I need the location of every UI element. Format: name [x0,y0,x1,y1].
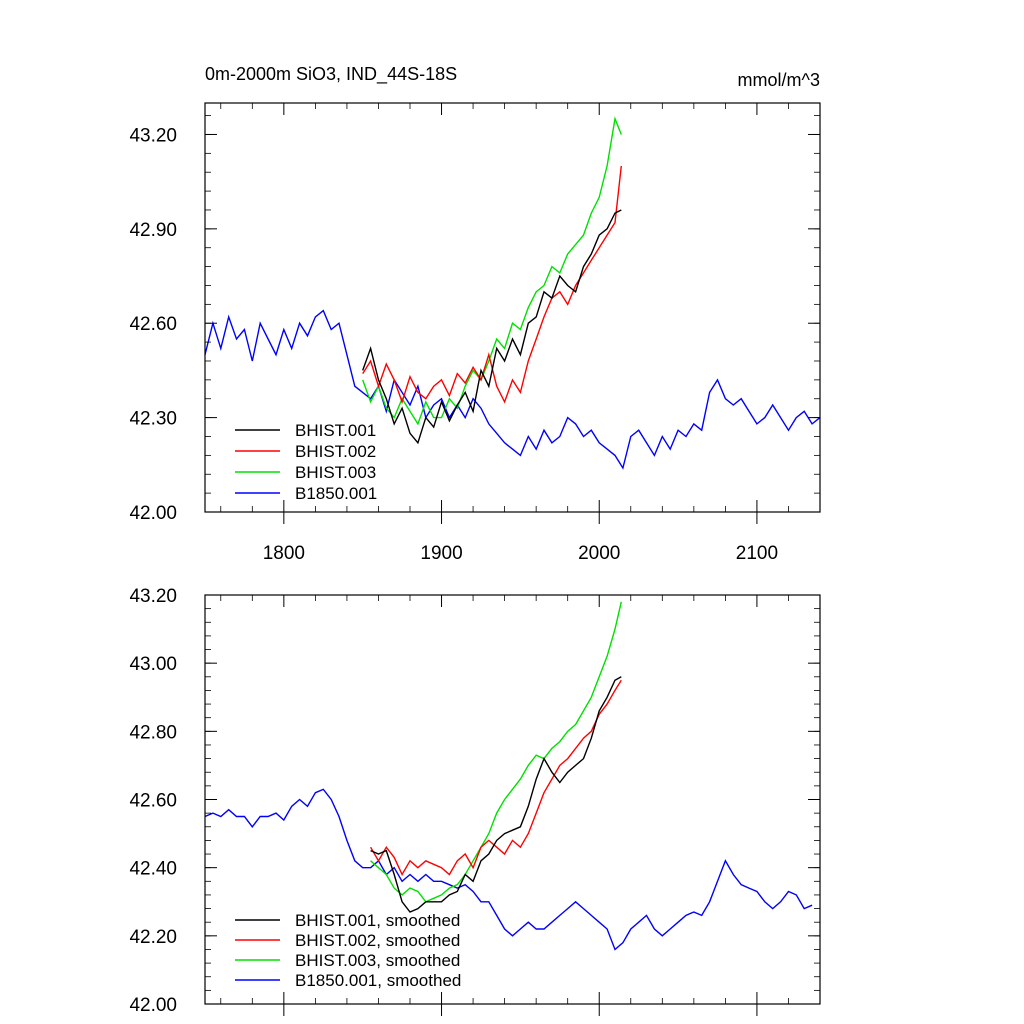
legend-label: BHIST.002 [295,442,376,461]
y-tick-label: 42.30 [129,409,177,430]
x-tick-label: 2000 [578,543,620,564]
x-tick-label: 1900 [420,543,462,564]
y-tick-label: 42.80 [129,722,177,743]
y-tick-label: 43.20 [129,125,177,146]
series-line-0 [362,209,622,445]
legend-label: BHIST.002, smoothed [295,931,460,950]
y-tick-label: 42.60 [129,791,177,812]
series-line-2 [362,116,622,426]
legend-label: BHIST.001, smoothed [295,911,460,930]
y-tick-label: 42.90 [129,220,177,241]
y-tick-label: 42.20 [129,927,177,948]
series-line-3 [204,788,813,951]
legend-label: BHIST.001 [295,421,376,440]
y-tick-label: 42.00 [129,503,177,524]
x-tick-label: 1800 [263,543,305,564]
legend-label: BHIST.003, smoothed [295,951,460,970]
series-line-1 [369,679,622,877]
y-tick-label: 42.40 [129,859,177,880]
series-line-0 [370,676,622,913]
series-line-2 [370,601,622,903]
y-tick-label: 43.20 [129,586,177,607]
chart-units: mmol/m^3 [738,70,820,90]
y-tick-label: 43.00 [129,654,177,675]
legend-label: B1850.001 [295,484,377,503]
legend-label: B1850.001, smoothed [295,971,461,990]
y-tick-label: 42.00 [129,995,177,1016]
x-tick-label: 2100 [736,543,778,564]
legend-label: BHIST.003 [295,463,376,482]
chart-title: 0m-2000m SiO3, IND_44S-18S [205,64,457,85]
plot-frame [204,102,821,513]
bottom-panel: 42.00 42.20 42.40 42.60 42.80 43.00 43.20 BHIST… [129,586,821,1016]
series-line-1 [362,165,622,405]
series-line-3 [204,309,821,470]
top-panel: 0m-2000m SiO3, IND_44S-18S mmol/m^3 42.0… [129,64,821,564]
y-tick-label: 42.60 [129,314,177,335]
